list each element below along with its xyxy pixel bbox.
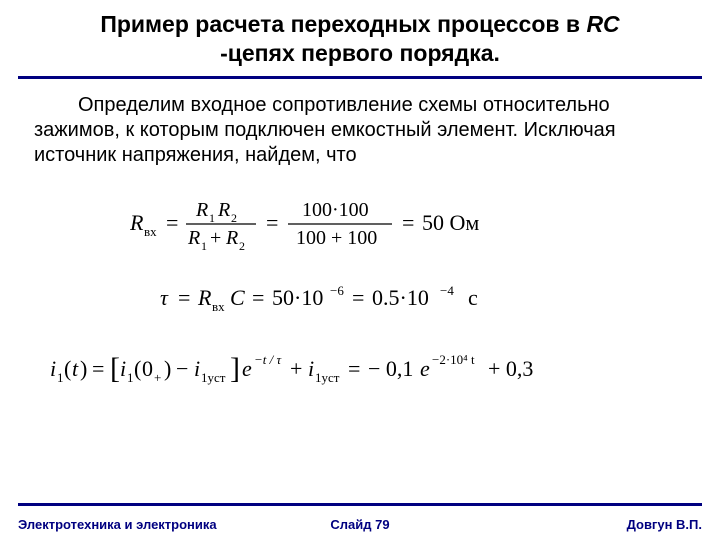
f1-lhs-sub: вх xyxy=(144,224,157,239)
f1-eq1: = xyxy=(166,210,178,235)
f1-eq2: = xyxy=(266,210,278,235)
f1-num-a-sub: 1 xyxy=(209,211,215,225)
footer-right: Довгун В.П. xyxy=(474,517,702,532)
f3-rbracket: ] xyxy=(230,352,240,385)
f1-num-a: R xyxy=(195,199,208,221)
f3-rp2: ) xyxy=(164,356,171,381)
title-text-1: Пример расчета переходных процессов в xyxy=(100,11,586,37)
f3-i4: i xyxy=(308,356,314,381)
slide-title: Пример расчета переходных процессов в RC… xyxy=(0,0,720,74)
f3-lbracket: [ xyxy=(110,352,120,385)
f3-rp1: ) xyxy=(80,356,87,381)
f1-num-b: R xyxy=(217,199,230,221)
f1-result: 50 Ом xyxy=(422,210,479,235)
f1-num2: 100·100 xyxy=(302,199,369,221)
title-rc: RC xyxy=(586,11,619,37)
f3-i1-sub: 1 xyxy=(57,370,64,385)
f3-plus-sub: + xyxy=(154,370,161,385)
f2-R-sub: вх xyxy=(212,299,225,314)
f3-i2: i xyxy=(120,356,126,381)
f1-den-b: R xyxy=(225,227,238,249)
f3-res-sup: −2·10⁴ t xyxy=(432,352,475,367)
f3-i3: i xyxy=(194,356,200,381)
footer-left: Электротехника и электроника xyxy=(18,517,246,532)
f2-v2: 0.5·10 xyxy=(372,285,429,310)
f3-res-tail: + 0,3 xyxy=(488,356,533,381)
f2-eq1: = xyxy=(178,285,190,310)
f3-exp: −t / τ xyxy=(254,352,282,367)
formula-2: τ = R вх C = 50·10 −6 = 0.5·10 −4 с xyxy=(0,283,720,322)
footer: Электротехника и электроника Слайд 79 До… xyxy=(18,517,702,532)
f1-den2: 100 + 100 xyxy=(296,227,377,249)
f2-v2-sup: −4 xyxy=(440,283,454,298)
f3-res1: − 0,1 xyxy=(368,356,413,381)
f2-tau: τ xyxy=(160,285,169,310)
f3-e2: e xyxy=(420,356,430,381)
f3-t1: t xyxy=(72,356,79,381)
f3-i2-sub: 1 xyxy=(127,370,134,385)
f3-plus2: + xyxy=(290,356,302,381)
f2-R: R xyxy=(197,285,212,310)
f2-eq2: = xyxy=(252,285,264,310)
f3-e1: e xyxy=(242,356,252,381)
f3-lp2: ( xyxy=(134,356,141,381)
f3-minus1: − xyxy=(176,356,188,381)
footer-mid: Слайд 79 xyxy=(246,517,474,532)
formula-1: R вх = R 1 R 2 R 1 + R 2 = 100·100 100 +… xyxy=(0,196,720,257)
f3-i3-sub: 1уст xyxy=(201,370,226,385)
f3-eq2: = xyxy=(348,356,360,381)
footer-rule xyxy=(18,503,702,506)
f3-i4-sub: 1уст xyxy=(315,370,340,385)
formula-3: i 1 ( t ) = [ i 1 ( 0 + ) − i 1уст ] e −… xyxy=(0,348,720,395)
f1-num-b-sub: 2 xyxy=(231,211,237,225)
f3-eq1: = xyxy=(92,356,104,381)
f1-eq3: = xyxy=(402,210,414,235)
f3-i1: i xyxy=(50,356,56,381)
f2-v1-sup: −6 xyxy=(330,283,344,298)
f1-plus-1: + xyxy=(210,227,221,249)
f3-lp1: ( xyxy=(64,356,71,381)
title-line-1: Пример расчета переходных процессов в RC xyxy=(100,11,619,37)
f1-lhs: R xyxy=(130,210,144,235)
f2-unit: с xyxy=(468,285,478,310)
f3-zero: 0 xyxy=(142,356,153,381)
body-paragraph: Определим входное сопротивление схемы от… xyxy=(0,79,720,168)
f1-den-a: R xyxy=(187,227,200,249)
f1-den-b-sub: 2 xyxy=(239,239,245,252)
f1-den-a-sub: 1 xyxy=(201,239,207,252)
f2-v1: 50·10 xyxy=(272,285,323,310)
formula-area: R вх = R 1 R 2 R 1 + R 2 = 100·100 100 +… xyxy=(0,168,720,395)
f2-C: C xyxy=(230,285,245,310)
f2-eq3: = xyxy=(352,285,364,310)
title-line-2: -цепях первого порядка. xyxy=(220,40,500,66)
